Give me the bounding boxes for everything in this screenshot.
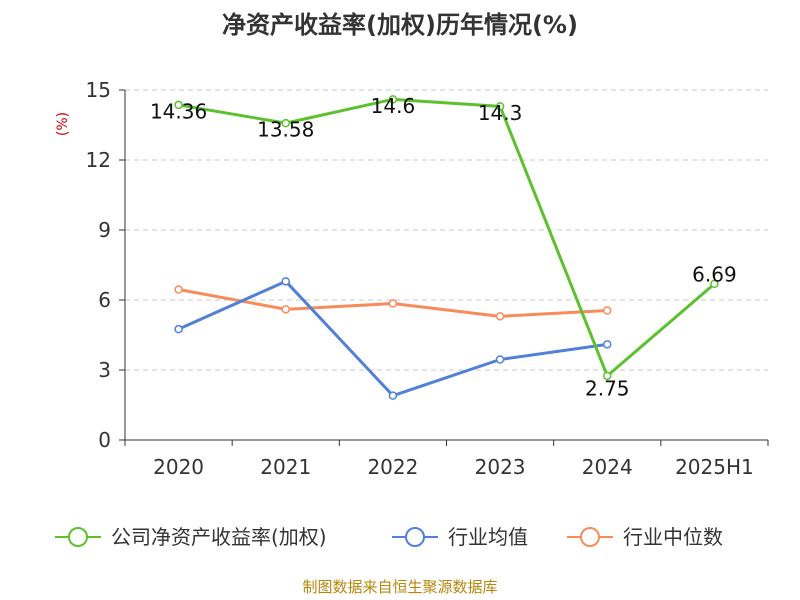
x-tick-label: 2021 <box>260 455 311 479</box>
data-point <box>603 306 612 315</box>
data-label: 14.3 <box>478 101 523 125</box>
axis-layer: 0 3 6 9 12 15 2020 2021 2022 2023 2024 2025H1 <box>86 78 769 479</box>
legend-item: 行业均值 <box>392 525 528 549</box>
data-label: 13.58 <box>257 118 314 142</box>
x-tick-label: 2023 <box>475 455 526 479</box>
x-tick-label: 2025H1 <box>675 455 754 479</box>
data-label: 2.75 <box>585 376 630 400</box>
data-point <box>388 391 398 400</box>
x-tick-label: 2020 <box>153 455 204 479</box>
data-point <box>174 324 183 334</box>
data-point <box>495 355 505 364</box>
source-note: 制图数据来自恒生聚源数据库 <box>302 578 497 596</box>
y-tick-label: 0 <box>98 428 111 452</box>
series-line-1 <box>177 279 608 398</box>
data-point <box>174 285 183 294</box>
data-label: 14.36 <box>150 99 207 123</box>
data-point <box>281 277 290 286</box>
legend-marker <box>68 527 88 547</box>
y-tick-label: 3 <box>98 358 111 382</box>
data-point <box>710 279 719 289</box>
grid-layer <box>125 89 768 371</box>
legend-marker <box>405 527 425 547</box>
data-label: 14.6 <box>371 94 416 118</box>
legend-label: 行业均值 <box>448 525 528 549</box>
data-point <box>281 118 290 128</box>
legend-label: 行业中位数 <box>623 525 723 549</box>
data-point <box>495 312 505 321</box>
series-line-0 <box>178 97 716 378</box>
data-label-layer: 14.36 13.58 14.6 14.3 2.75 6.69 <box>150 94 737 401</box>
chart-title: 净资产收益率(加权)历年情况(%) <box>222 11 578 39</box>
x-tick-label: 2022 <box>367 455 418 479</box>
legend-marker <box>580 527 600 547</box>
legend: 公司净资产收益率(加权) 行业均值 行业中位数 <box>55 525 723 549</box>
y-tick-label: 12 <box>86 148 111 172</box>
y-tick-label: 6 <box>98 288 111 312</box>
data-point <box>174 100 183 110</box>
data-point <box>388 299 398 308</box>
legend-item: 公司净资产收益率(加权) <box>55 525 327 549</box>
legend-item: 行业中位数 <box>567 525 723 549</box>
legend-label: 公司净资产收益率(加权) <box>111 525 327 549</box>
data-point <box>281 305 290 314</box>
series-layer <box>174 95 719 400</box>
data-point <box>495 102 505 111</box>
data-label: 6.69 <box>692 262 737 286</box>
x-tick-label: 2024 <box>582 455 633 479</box>
y-axis-unit: (%) <box>55 112 71 136</box>
data-point <box>603 340 612 349</box>
y-tick-label: 9 <box>98 218 111 242</box>
data-point <box>388 95 398 104</box>
y-tick-label: 15 <box>86 78 111 102</box>
data-point <box>603 371 612 381</box>
